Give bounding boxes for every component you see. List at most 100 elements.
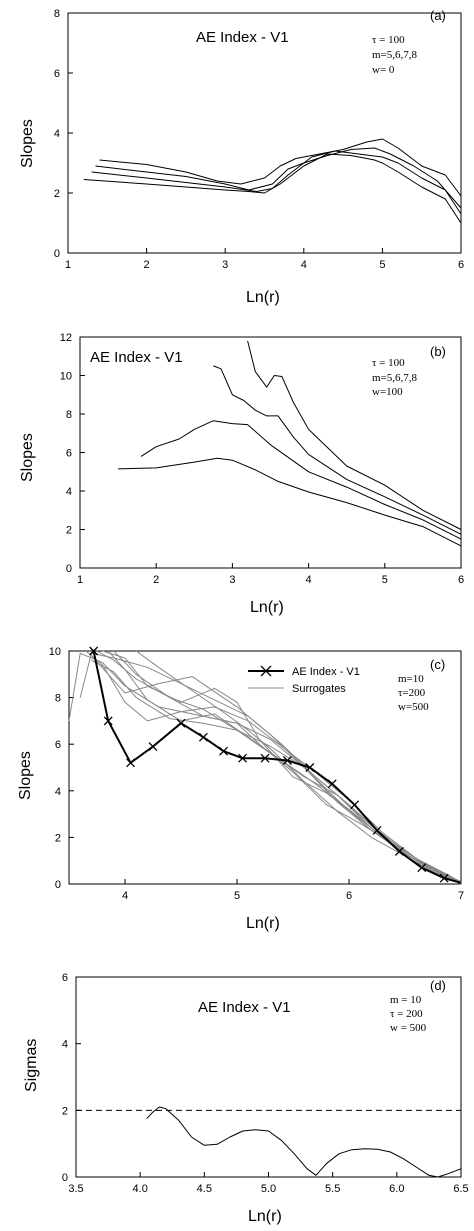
panel-b-ytick-label: 2 <box>66 525 72 537</box>
panel-c-ae-index-marker <box>282 756 292 765</box>
panel-b-xtick-label: 6 <box>458 574 464 586</box>
panel-c-legend-label-ae: AE Index - V1 <box>292 666 360 678</box>
panel-a-ytick-label: 6 <box>54 68 60 80</box>
panel-a-series-line <box>91 150 462 215</box>
panel-c-ytick-label: 0 <box>55 879 61 891</box>
panel-b-ytick-label: 6 <box>66 448 72 460</box>
panel-c-ytick-label: 10 <box>49 646 61 658</box>
panel-d-param-m: m = 10 <box>390 994 422 1006</box>
panel-a-xtick-label: 4 <box>301 259 307 271</box>
panel-c-label: (c) <box>430 657 445 672</box>
panel-d-ylabel: Sigmas <box>23 1039 40 1092</box>
panel-b-param-m: m=5,6,7,8 <box>372 372 418 384</box>
panel-d-xtick-label: 6.0 <box>389 1183 404 1195</box>
panel-a-series-line <box>99 138 462 197</box>
panel-b-param-w: w=100 <box>372 386 403 398</box>
panel-a-xtick-label: 6 <box>458 259 464 271</box>
panel-c-legend-marker-ae <box>260 665 272 677</box>
panel-c-xtick-label: 6 <box>346 890 352 902</box>
panel-a-param-m: m=5,6,7,8 <box>372 49 418 61</box>
panel-b-ytick-label: 12 <box>60 332 72 344</box>
panel-a-xlabel: Ln(r) <box>246 289 280 306</box>
panel-b-xtick-label: 2 <box>153 574 159 586</box>
panel-a-ytick-label: 0 <box>54 248 60 260</box>
panel-a-label: (a) <box>430 8 446 23</box>
panel-d-xtick-label: 4.5 <box>197 1183 212 1195</box>
panel-b-xtick-label: 3 <box>229 574 235 586</box>
panel-c-ytick-label: 2 <box>55 832 61 844</box>
panel-a-ticks: 1 2 3 4 5 6 0 2 4 6 8 <box>54 8 464 271</box>
panel-d-title: AE Index - V1 <box>198 999 291 1016</box>
panel-b-label: (b) <box>430 344 446 359</box>
panel-c-ytick-label: 6 <box>55 739 61 751</box>
panel-c-ae-index-marker <box>260 753 270 763</box>
panel-a-param-w: w= 0 <box>372 64 395 76</box>
panel-d-ticks: 3.5 4.0 4.5 5.0 5.5 6.0 6.5 0 2 4 6 <box>62 972 469 1195</box>
panel-d-ytick-label: 6 <box>62 972 68 984</box>
panel-c-surrogate-line <box>113 650 462 883</box>
panel-c-ytick-label: 8 <box>55 693 61 705</box>
panel-a-xtick-label: 2 <box>144 259 150 271</box>
panel-d-xtick-label: 5.0 <box>261 1183 276 1195</box>
panel-a-ylabel: Slopes <box>19 119 36 168</box>
panel-d-xlabel: Ln(r) <box>248 1208 282 1225</box>
panel-c-ae-index-marker <box>89 646 99 656</box>
panel-a-series-line <box>83 153 462 224</box>
panel-d-label: (d) <box>430 978 446 993</box>
panel-b-ytick-label: 10 <box>60 371 72 383</box>
panel-a-xtick-label: 5 <box>379 259 385 271</box>
panel-c-ae-index-marker <box>219 746 229 756</box>
panel-b-ytick-label: 8 <box>66 409 72 421</box>
panel-c-plot-frame <box>68 650 462 885</box>
panel-d-ytick-label: 0 <box>62 1172 68 1184</box>
panel-b-xtick-label: 5 <box>382 574 388 586</box>
panel-c-ae-index-marker <box>238 753 248 763</box>
panel-c-xtick-label: 4 <box>122 890 128 902</box>
panel-c-ae-index-marker <box>327 779 337 789</box>
panel-b-title: AE Index - V1 <box>90 349 183 366</box>
panel-c-xtick-label: 5 <box>234 890 240 902</box>
panel-d-ytick-label: 2 <box>62 1105 68 1117</box>
panel-b-xlabel: Ln(r) <box>250 599 284 616</box>
panel-c-ylabel: Slopes <box>17 751 34 800</box>
panel-d-xtick-label: 3.5 <box>68 1183 83 1195</box>
panel-c-legend-label-surrogates: Surrogates <box>292 683 346 695</box>
panel-b-series-line <box>213 365 462 535</box>
panel-c-ae-index-line <box>92 650 462 884</box>
panel-a-series <box>83 138 462 224</box>
panel-c-ae-index-marker <box>103 716 113 726</box>
panel-a-ytick-label: 4 <box>54 128 60 140</box>
panel-a-title: AE Index - V1 <box>196 29 289 46</box>
panel-b-ylabel: Slopes <box>19 433 36 482</box>
panel-d-param-tau: τ = 200 <box>390 1008 423 1020</box>
panel-d-xtick-label: 6.5 <box>453 1183 468 1195</box>
panel-a-xtick-label: 3 <box>222 259 228 271</box>
panel-c-ytick-label: 4 <box>55 786 61 798</box>
panel-c-ae-index-marker <box>372 825 382 835</box>
panel-c-param-m: m=10 <box>398 673 424 685</box>
panel-d-xtick-label: 5.5 <box>325 1183 340 1195</box>
panel-a: 1 2 3 4 5 6 0 2 4 6 8 AE Index - V1 (a) τ = 100 m=… <box>19 8 464 306</box>
panel-b-series-line <box>118 457 462 547</box>
panel-b-series-line <box>247 340 462 530</box>
panel-c-ae-index-marker <box>126 758 136 768</box>
panel-d-ytick-label: 4 <box>62 1039 68 1051</box>
panel-c-xlabel: Ln(r) <box>246 915 280 932</box>
panel-d-series-line <box>146 1106 462 1178</box>
panel-c-ae-index-marker <box>350 800 360 810</box>
panel-b-series <box>118 340 462 547</box>
panel-d-series <box>146 1106 462 1178</box>
panel-d-xtick-label: 4.0 <box>133 1183 148 1195</box>
panel-d-param-w: w = 500 <box>390 1022 427 1034</box>
panel-b-xtick-label: 4 <box>306 574 312 586</box>
panel-c-ae-index-marker <box>394 846 404 856</box>
panel-c-ae-index-marker <box>148 742 158 751</box>
panel-b-param-tau: τ = 100 <box>372 357 405 369</box>
panel-b-ytick-label: 4 <box>66 486 72 498</box>
panel-b-ytick-label: 0 <box>66 563 72 575</box>
panel-c-xtick-label: 7 <box>458 890 464 902</box>
